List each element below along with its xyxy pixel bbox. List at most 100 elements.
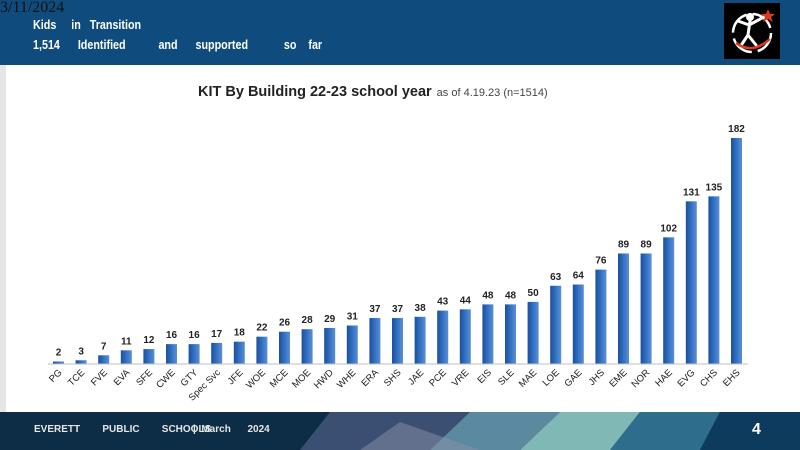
- bar-value-label: 38: [415, 303, 427, 314]
- bar-value-label: 31: [347, 312, 359, 323]
- bar-ehs: [731, 138, 742, 364]
- bar-value-label: 89: [641, 239, 653, 250]
- bar-whe: [346, 325, 358, 364]
- bar-value-label: 16: [166, 330, 178, 341]
- bar-hwd: [324, 327, 336, 364]
- footer-decoration: [0, 412, 800, 450]
- bar-value-label: 63: [550, 272, 562, 283]
- bar-nor: [640, 253, 652, 364]
- bar-mae: [527, 301, 539, 364]
- x-tick-label: FVE: [89, 367, 110, 388]
- x-tick-label: CHS: [698, 367, 720, 389]
- bar-value-label: 18: [234, 328, 246, 339]
- bar-value-label: 26: [279, 318, 291, 329]
- x-tick-label: EHS: [721, 367, 743, 389]
- date-label: 3/11/2024: [0, 0, 65, 16]
- bar-eme: [618, 253, 629, 364]
- left-edge-bar: [0, 65, 6, 412]
- bar-value-label: 2: [56, 348, 62, 359]
- bar-sle: [505, 304, 516, 364]
- footer-date: | March 2024: [193, 424, 270, 435]
- bar-value-label: 12: [143, 335, 155, 346]
- bar-value-label: 48: [482, 290, 494, 301]
- x-tick-label: GAE: [562, 367, 584, 389]
- x-tick-label: PG: [47, 367, 64, 384]
- bar-value-label: 3: [78, 346, 84, 357]
- bar-eis: [482, 304, 494, 364]
- bar-eva: [120, 350, 132, 364]
- header-title: Kids in Transition: [33, 18, 142, 32]
- bar-jfe: [233, 341, 245, 364]
- x-tick-label: EVA: [112, 367, 133, 388]
- header-banner: [0, 0, 800, 65]
- bar-chs: [708, 196, 720, 364]
- x-tick-label: NOR: [630, 367, 653, 390]
- bar-value-label: 131: [683, 187, 700, 198]
- x-tick-label: EIS: [475, 367, 494, 386]
- bar-value-label: 50: [528, 288, 540, 299]
- x-tick-label: SHS: [382, 367, 404, 389]
- page-number: 4: [752, 421, 761, 438]
- bar-value-label: 76: [595, 256, 607, 267]
- x-tick-label: PCE: [427, 367, 449, 389]
- bar-value-label: 89: [618, 239, 630, 250]
- x-tick-label: JHS: [587, 367, 607, 387]
- x-tick-label: HAE: [653, 367, 675, 389]
- chart-subtitle: as of 4.19.23 (n=1514): [437, 87, 548, 99]
- x-tick-label: EVG: [675, 367, 697, 389]
- x-tick-label: MOE: [290, 367, 313, 390]
- bar-pg: [53, 361, 64, 364]
- x-tick-label: MAE: [517, 367, 539, 389]
- x-tick-label: ERA: [359, 367, 381, 389]
- bar-chart: KIT By Building 22-23 school year as of 4…: [47, 84, 748, 404]
- bar-value-label: 22: [256, 323, 268, 334]
- bar-value-label: 43: [437, 297, 449, 308]
- bar-jae: [414, 316, 426, 364]
- bar-value-label: 11: [121, 336, 132, 347]
- x-tick-label: HWD: [312, 367, 336, 391]
- bar-sfe: [143, 349, 155, 364]
- footer-bar: EVERETT PUBLIC SCHOOLS | March 2024 4: [0, 412, 800, 450]
- bar-value-label: 37: [369, 304, 381, 315]
- bar-moe: [301, 329, 313, 364]
- bar-gty: [188, 344, 200, 364]
- x-tick-label: VRE: [450, 367, 472, 389]
- bar-fve: [98, 355, 110, 364]
- bar-gae: [572, 284, 584, 364]
- x-tick-label: MCE: [268, 367, 291, 390]
- bar-evg: [685, 201, 697, 364]
- bar-value-label: 7: [101, 341, 107, 352]
- x-tick-label: SLE: [496, 367, 516, 387]
- bar-value-label: 135: [706, 182, 723, 193]
- bar-era: [369, 318, 381, 364]
- bar-shs: [392, 318, 403, 364]
- bar-value-label: 17: [211, 329, 223, 340]
- bar-tce: [75, 360, 87, 364]
- bar-pce: [437, 310, 449, 364]
- bar-value-label: 37: [392, 304, 404, 315]
- chart-title: KIT By Building 22-23 school year as of 4…: [198, 84, 548, 100]
- footer-org: EVERETT PUBLIC SCHOOLS: [34, 424, 212, 435]
- bar-value-label: 48: [505, 290, 517, 301]
- x-tick-label: JAE: [406, 367, 426, 387]
- chart-title-main: KIT By Building 22-23 school year: [198, 84, 432, 100]
- x-tick-label: SFE: [134, 367, 155, 388]
- bar-cwe: [166, 344, 177, 364]
- x-tick-label: WHE: [335, 367, 358, 390]
- bar-value-label: 29: [324, 314, 336, 325]
- bar-woe: [256, 336, 268, 364]
- x-tick-label: EME: [607, 367, 629, 389]
- bar-value-label: 16: [189, 330, 201, 341]
- x-tick-label: JFE: [226, 367, 246, 387]
- bar-value-label: 102: [660, 223, 677, 234]
- x-tick-label: WOE: [244, 367, 268, 391]
- header-subtitle: 1,514 Identified and supported so far: [33, 38, 323, 52]
- bar-loe: [550, 285, 562, 364]
- bar-value-label: 28: [302, 315, 314, 326]
- bar-spec-svc: [211, 342, 223, 364]
- district-logo: [724, 3, 780, 59]
- bar-hae: [663, 237, 675, 364]
- bar-value-label: 44: [460, 295, 472, 306]
- x-tick-label: LOE: [541, 367, 562, 388]
- x-tick-label: TCE: [66, 367, 87, 388]
